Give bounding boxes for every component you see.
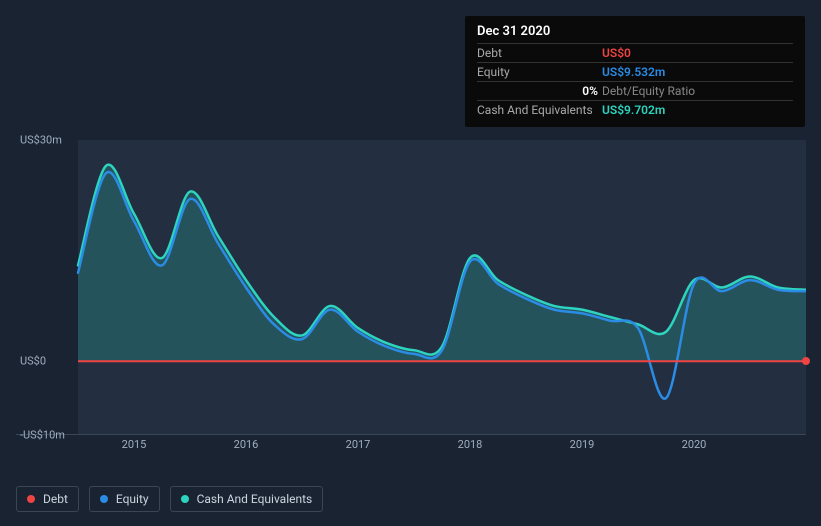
chart: US$30mUS$0-US$10m 2015201620172018201920… (16, 120, 806, 460)
x-tick-label: 2019 (570, 438, 595, 451)
legend-item-cash[interactable]: Cash And Equivalents (170, 486, 324, 512)
tooltip-label: Debt (477, 46, 602, 60)
x-tick-label: 2015 (122, 438, 147, 451)
legend-label: Equity (116, 492, 149, 506)
tooltip-row-cash: Cash And Equivalents US$9.702m (477, 100, 793, 119)
tooltip-label: Cash And Equivalents (477, 103, 602, 117)
swatch-icon (27, 495, 35, 503)
x-tick-label: 2018 (458, 438, 483, 451)
tooltip-row-ratio: 0% Debt/Equity Ratio (477, 81, 793, 100)
y-tick-label: US$30m (20, 134, 62, 147)
legend: Debt Equity Cash And Equivalents (16, 486, 323, 512)
x-tick-label: 2016 (234, 438, 259, 451)
tooltip-ratio-text: Debt/Equity Ratio (602, 84, 695, 98)
tooltip-row-equity: Equity US$9.532m (477, 62, 793, 81)
chart-svg (16, 140, 806, 435)
legend-item-debt[interactable]: Debt (16, 486, 79, 512)
plot-area[interactable] (16, 140, 806, 435)
x-tick-label: 2020 (682, 438, 707, 451)
tooltip-ratio-pct: 0% (477, 84, 602, 98)
legend-label: Cash And Equivalents (197, 492, 313, 506)
tooltip-date: Dec 31 2020 (477, 24, 793, 43)
x-axis: 2015 2016 2017 2018 2019 2020 (16, 438, 806, 458)
legend-item-equity[interactable]: Equity (89, 486, 160, 512)
tooltip-value-equity: US$9.532m (602, 65, 793, 79)
hover-tooltip: Dec 31 2020 Debt US$0 Equity US$9.532m 0… (465, 16, 805, 127)
swatch-icon (181, 495, 189, 503)
swatch-icon (100, 495, 108, 503)
legend-label: Debt (43, 492, 68, 506)
cursor-marker (802, 357, 810, 365)
x-tick-label: 2017 (346, 438, 371, 451)
y-tick-label: US$0 (20, 355, 46, 368)
tooltip-value-debt: US$0 (602, 46, 793, 60)
tooltip-label: Equity (477, 65, 602, 79)
tooltip-row-debt: Debt US$0 (477, 43, 793, 62)
tooltip-value-cash: US$9.702m (602, 103, 793, 117)
